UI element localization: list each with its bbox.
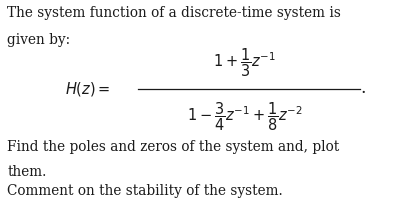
Text: Comment on the stability of the system.: Comment on the stability of the system. (7, 184, 283, 198)
Text: $H(z) =$: $H(z) =$ (65, 80, 111, 98)
Text: $1 - \dfrac{3}{4}z^{-1} + \dfrac{1}{8}z^{-2}$: $1 - \dfrac{3}{4}z^{-1} + \dfrac{1}{8}z^… (187, 101, 302, 133)
Text: them.: them. (7, 165, 47, 179)
Text: .: . (361, 80, 366, 97)
Text: $1 + \dfrac{1}{3}z^{-1}$: $1 + \dfrac{1}{3}z^{-1}$ (213, 47, 276, 79)
Text: The system function of a discrete-time system is: The system function of a discrete-time s… (7, 6, 341, 20)
Text: given by:: given by: (7, 33, 71, 47)
Text: Find the poles and zeros of the system and, plot: Find the poles and zeros of the system a… (7, 140, 339, 154)
